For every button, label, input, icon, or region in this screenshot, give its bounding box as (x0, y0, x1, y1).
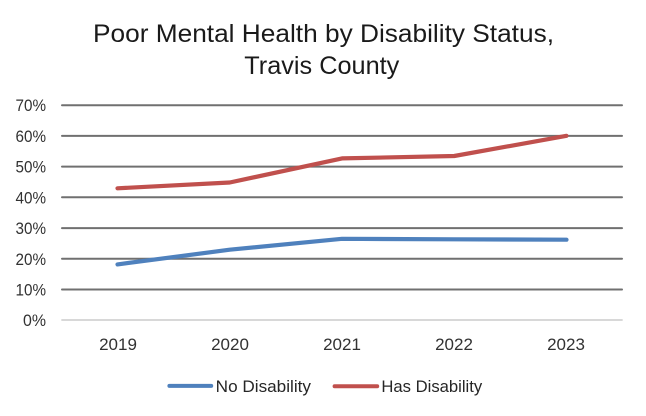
svg-text:2022: 2022 (435, 335, 473, 354)
svg-text:50%: 50% (16, 158, 47, 177)
svg-text:40%: 40% (16, 188, 47, 207)
svg-text:60%: 60% (16, 127, 47, 146)
svg-text:Poor Mental Health by Disabili: Poor Mental Health by Disability Status, (93, 20, 554, 48)
svg-text:10%: 10% (16, 281, 47, 300)
svg-text:70%: 70% (16, 96, 47, 115)
svg-text:2023: 2023 (547, 335, 585, 354)
svg-text:2019: 2019 (99, 335, 137, 354)
svg-text:No Disability: No Disability (216, 377, 312, 396)
svg-text:0%: 0% (23, 311, 46, 330)
svg-text:2021: 2021 (323, 335, 361, 354)
svg-text:30%: 30% (16, 219, 47, 238)
svg-text:Travis County: Travis County (244, 52, 399, 80)
svg-text:Has Disability: Has Disability (381, 377, 482, 396)
svg-text:20%: 20% (16, 250, 47, 269)
svg-text:2020: 2020 (211, 335, 249, 354)
